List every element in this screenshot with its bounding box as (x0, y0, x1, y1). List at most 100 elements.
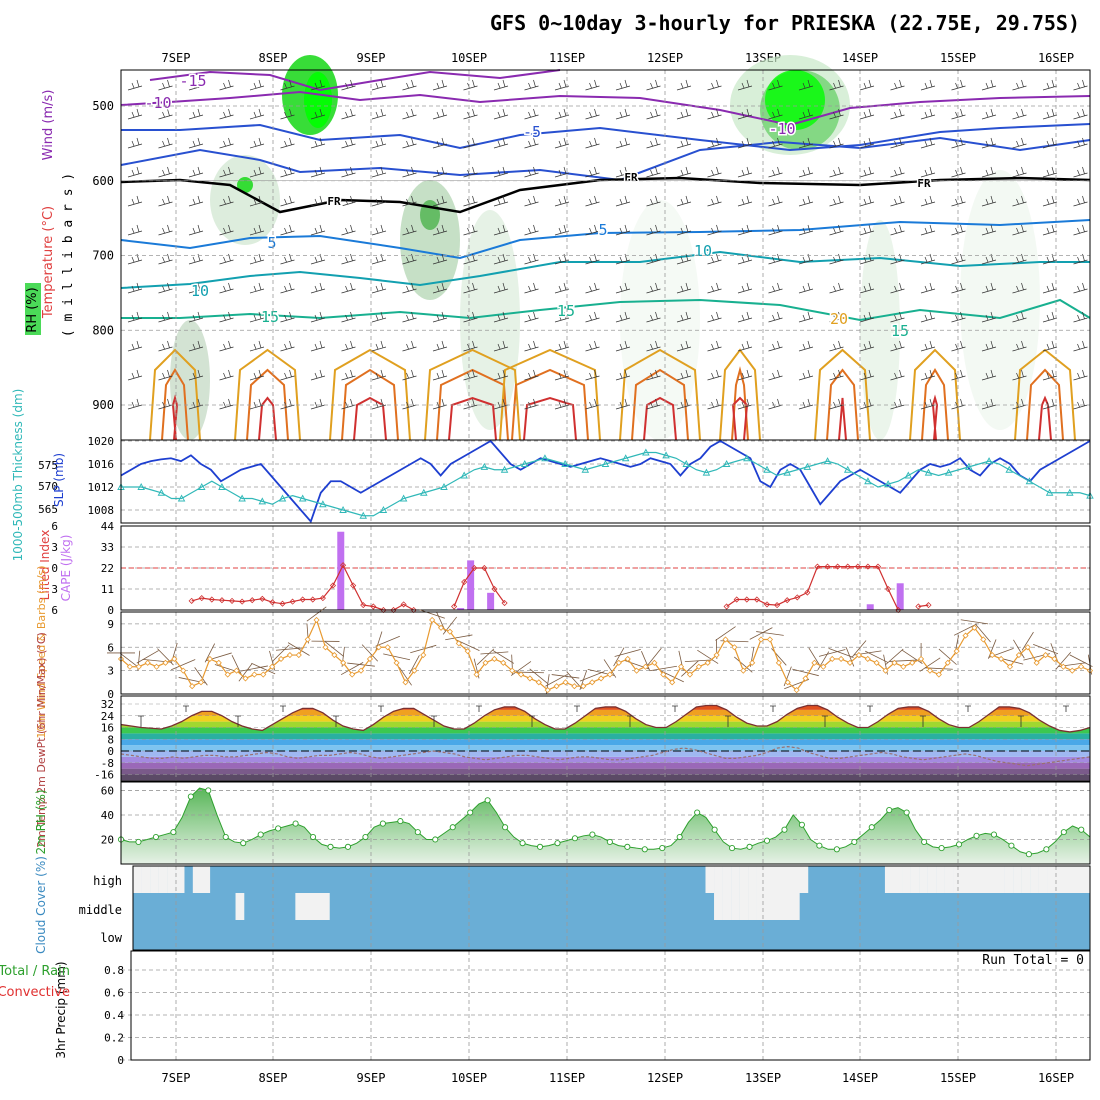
rh-point (1060, 829, 1067, 836)
upper-wind-barb (676, 340, 692, 352)
upper-wind-barb (890, 282, 905, 294)
thickness-tick: 570 (38, 480, 58, 493)
thickness-point (319, 500, 327, 508)
wind-tick: 0 (107, 688, 114, 701)
upper-wind-barb (737, 311, 753, 323)
upper-wind-barb (493, 311, 509, 323)
upper-wind-barb (249, 137, 265, 149)
upper-wind-barb (707, 369, 722, 381)
cape-bar (467, 560, 475, 610)
cloud-clear-middle (790, 893, 800, 920)
upper-wind-barb (310, 398, 326, 410)
upper-wind-barb (524, 224, 539, 236)
temp-tick: -16 (94, 769, 114, 782)
contour-label: 5 (267, 234, 276, 252)
upper-wind-barb (981, 282, 997, 294)
temp-band (121, 745, 1090, 751)
wind-speed-point (340, 659, 347, 666)
upper-wind-barb (951, 369, 966, 381)
rh-point (921, 838, 928, 845)
upper-wind-barb (737, 224, 753, 236)
upper-wind-barb (493, 166, 509, 178)
upper-wind-barb (829, 79, 844, 91)
wind-speed-point (784, 679, 791, 686)
upper-wind-barb (890, 166, 905, 178)
temp-contour (826, 368, 859, 441)
temp-band (121, 698, 1090, 704)
upper-wind-barb (280, 137, 295, 149)
upper-wind-barb (676, 282, 692, 294)
upper-wind-barb (859, 369, 875, 381)
upper-wind-barb (1042, 282, 1058, 294)
rh-point (676, 833, 683, 841)
upper-wind-barb (158, 398, 173, 410)
upper-wind-barb (768, 224, 783, 236)
precip-tick: 0.6 (104, 987, 124, 1000)
wind-speed-point (233, 667, 240, 674)
temp-contour (258, 396, 277, 441)
upper-wind-barb (615, 166, 631, 178)
wind-barb (436, 612, 446, 632)
upper-wind-barb (402, 311, 417, 323)
cloud-clear-high (141, 866, 151, 893)
rh-point (1025, 851, 1032, 858)
panel-frame (120, 525, 1091, 611)
temp-line (120, 704, 1091, 733)
wind-speed-point (669, 679, 676, 686)
wind-speed-point (322, 644, 329, 651)
temp-band (121, 733, 1090, 740)
wind-speed-point (900, 663, 907, 670)
upper-wind-barb (188, 166, 204, 178)
upper-wind-barb (951, 340, 966, 352)
wind-barb (399, 667, 412, 686)
upper-wind-barb (1042, 369, 1058, 381)
rh-point (432, 836, 439, 843)
temp-contour (161, 368, 189, 441)
cloud-clear-high (919, 866, 928, 893)
upper-wind-barb (158, 137, 173, 149)
upper-wind-barb (646, 224, 661, 236)
bottom-date-axis: 7SEP 8SEP 9SEP 10SEP 11SEP 12SEP 13SEP 14SEP 15S… (162, 1071, 1075, 1085)
upper-wind-barb (1012, 398, 1027, 410)
wind-barb (272, 644, 290, 662)
wind-panel: 0 3 6 9 (107, 606, 1094, 701)
upper-wind-barb (585, 79, 600, 91)
upper-wind-barb (981, 108, 997, 120)
rh-panel: 20 40 60 (101, 781, 1091, 865)
upper-wind-barb (859, 108, 875, 120)
upper-wind-barb (432, 195, 448, 207)
temp-contour (341, 368, 399, 441)
wind-speed-point (402, 679, 409, 686)
wind-speed-point (473, 671, 480, 678)
temp-contour (448, 396, 497, 441)
cloud-clear-middle (714, 893, 723, 920)
rh-point (868, 824, 875, 831)
upper-wind-barb (1012, 108, 1027, 120)
upper-wind-barb (890, 224, 905, 236)
upper-wind-barb (249, 224, 265, 236)
thickness-point (197, 483, 206, 490)
upper-wind-barb (554, 166, 570, 178)
upper-wind-barb (463, 340, 478, 352)
temp-contour (921, 368, 949, 441)
upper-wind-barb (249, 79, 265, 91)
cloud-clear-high (1081, 866, 1091, 893)
wind-speed-point (509, 667, 516, 674)
wind-speed-point (855, 651, 862, 659)
rh-point (222, 833, 229, 841)
panel-frame (120, 695, 1091, 782)
cloud-clear-high (1047, 866, 1057, 893)
upper-wind-barb (676, 398, 692, 410)
upper-wind-barb (341, 137, 356, 149)
date-label-bottom: 14SEP (842, 1071, 878, 1085)
upper-wind-barb (219, 282, 234, 294)
wind-speed-point (722, 636, 729, 643)
wind-speed-point (1006, 663, 1014, 670)
rh-point (292, 820, 299, 827)
upper-wind-barb (524, 340, 539, 352)
lifted-point (228, 597, 236, 604)
upper-wind-barb (981, 137, 997, 149)
wind-speed-point (953, 648, 960, 655)
wind-barb (1069, 654, 1093, 667)
wind-speed-point (926, 667, 934, 674)
